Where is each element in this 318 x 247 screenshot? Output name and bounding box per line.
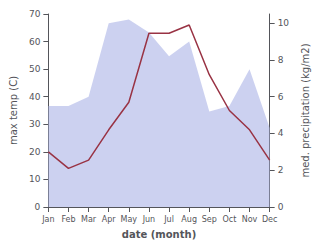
svg-text:Dec: Dec [262, 215, 277, 224]
svg-text:20: 20 [29, 147, 41, 157]
svg-text:Mar: Mar [81, 215, 97, 224]
svg-text:40: 40 [29, 92, 41, 102]
svg-text:Apr: Apr [102, 215, 117, 224]
svg-text:30: 30 [29, 119, 41, 129]
svg-text:0: 0 [278, 202, 284, 212]
svg-text:Aug: Aug [181, 215, 197, 224]
svg-text:Jan: Jan [41, 215, 54, 224]
svg-text:50: 50 [29, 64, 41, 74]
svg-text:Sep: Sep [202, 215, 217, 224]
svg-text:2: 2 [278, 165, 284, 175]
svg-text:0: 0 [35, 202, 41, 212]
svg-text:date (month): date (month) [122, 229, 196, 240]
svg-text:Feb: Feb [61, 215, 75, 224]
svg-text:Nov: Nov [242, 215, 258, 224]
svg-text:60: 60 [29, 37, 41, 47]
svg-text:Oct: Oct [222, 215, 236, 224]
svg-text:med. precipitation (kg/m2): med. precipitation (kg/m2) [300, 43, 311, 177]
svg-text:Jun: Jun [142, 215, 156, 224]
svg-text:8: 8 [278, 55, 284, 65]
svg-text:6: 6 [278, 92, 284, 102]
svg-text:70: 70 [29, 9, 41, 19]
svg-text:May: May [121, 215, 138, 224]
svg-text:10: 10 [278, 18, 290, 28]
svg-text:4: 4 [278, 128, 284, 138]
svg-text:Jul: Jul [163, 215, 174, 224]
svg-text:10: 10 [29, 174, 41, 184]
svg-text:max temp (C): max temp (C) [8, 76, 19, 145]
